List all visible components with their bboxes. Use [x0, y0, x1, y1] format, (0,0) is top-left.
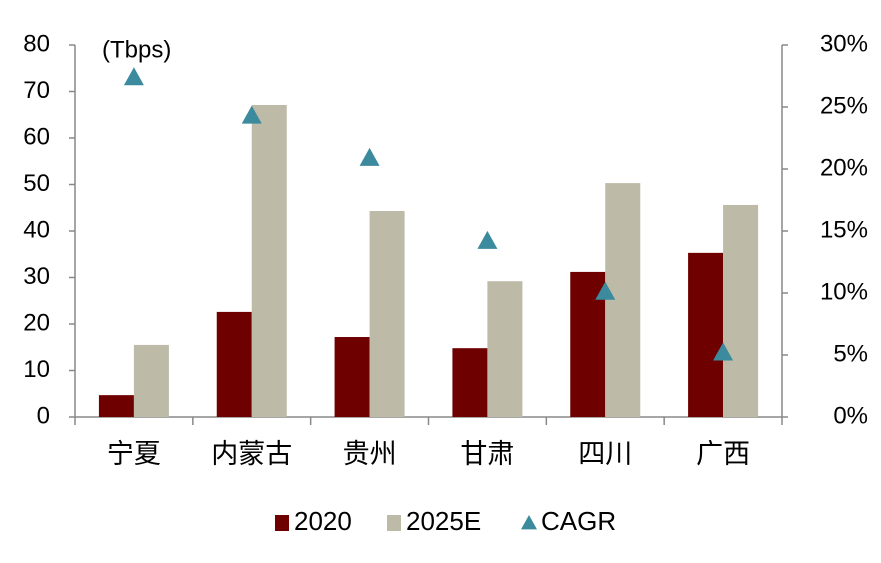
cagr-marker — [359, 147, 380, 166]
y-tick-label: 70 — [23, 77, 50, 104]
cagr-marker — [595, 281, 616, 300]
bar — [487, 281, 523, 417]
y2-tick-label: 20% — [820, 154, 868, 181]
y-tick-label: 10 — [23, 356, 50, 383]
bar — [98, 395, 134, 417]
y-tick-label: 30 — [23, 263, 50, 290]
y-tick-label: 80 — [23, 30, 50, 57]
x-tick-label: 贵州 — [343, 439, 397, 469]
bar — [133, 344, 169, 417]
y-tick-label: 20 — [23, 309, 50, 336]
y2-tick-label: 30% — [820, 30, 868, 57]
bar — [452, 348, 488, 417]
x-tick-label: 甘肃 — [460, 439, 514, 469]
bar — [334, 337, 370, 417]
y2-tick-label: 5% — [833, 340, 868, 367]
y2-tick-label: 25% — [820, 92, 868, 119]
x-tick-label: 宁夏 — [107, 439, 161, 469]
y-tick-label: 0 — [37, 402, 50, 429]
y-tick-label: 40 — [23, 216, 50, 243]
x-tick-label: 四川 — [578, 439, 632, 469]
unit-label: (Tbps) — [102, 36, 171, 63]
x-tick-label: 内蒙古 — [211, 439, 292, 469]
legend-label: 2025E — [406, 506, 481, 536]
cagr-marker — [477, 230, 498, 249]
cagr-marker — [713, 342, 734, 361]
cagr-marker — [241, 105, 262, 124]
legend-marker — [521, 515, 537, 530]
bar — [723, 204, 759, 417]
x-tick-label: 广西 — [696, 439, 750, 469]
y2-tick-label: 0% — [833, 402, 868, 429]
y-tick-label: 60 — [23, 123, 50, 150]
legend-marker — [275, 515, 289, 531]
cagr-marker — [123, 67, 144, 86]
bar — [369, 211, 405, 417]
legend-label: CAGR — [541, 506, 616, 536]
y2-tick-label: 15% — [820, 216, 868, 243]
legend-label: 2020 — [294, 506, 352, 536]
y-tick-label: 50 — [23, 170, 50, 197]
bar — [605, 183, 641, 417]
bar — [688, 252, 724, 417]
legend-marker — [387, 515, 401, 531]
bar — [216, 311, 252, 417]
y2-tick-label: 10% — [820, 278, 868, 305]
bar — [251, 104, 287, 418]
